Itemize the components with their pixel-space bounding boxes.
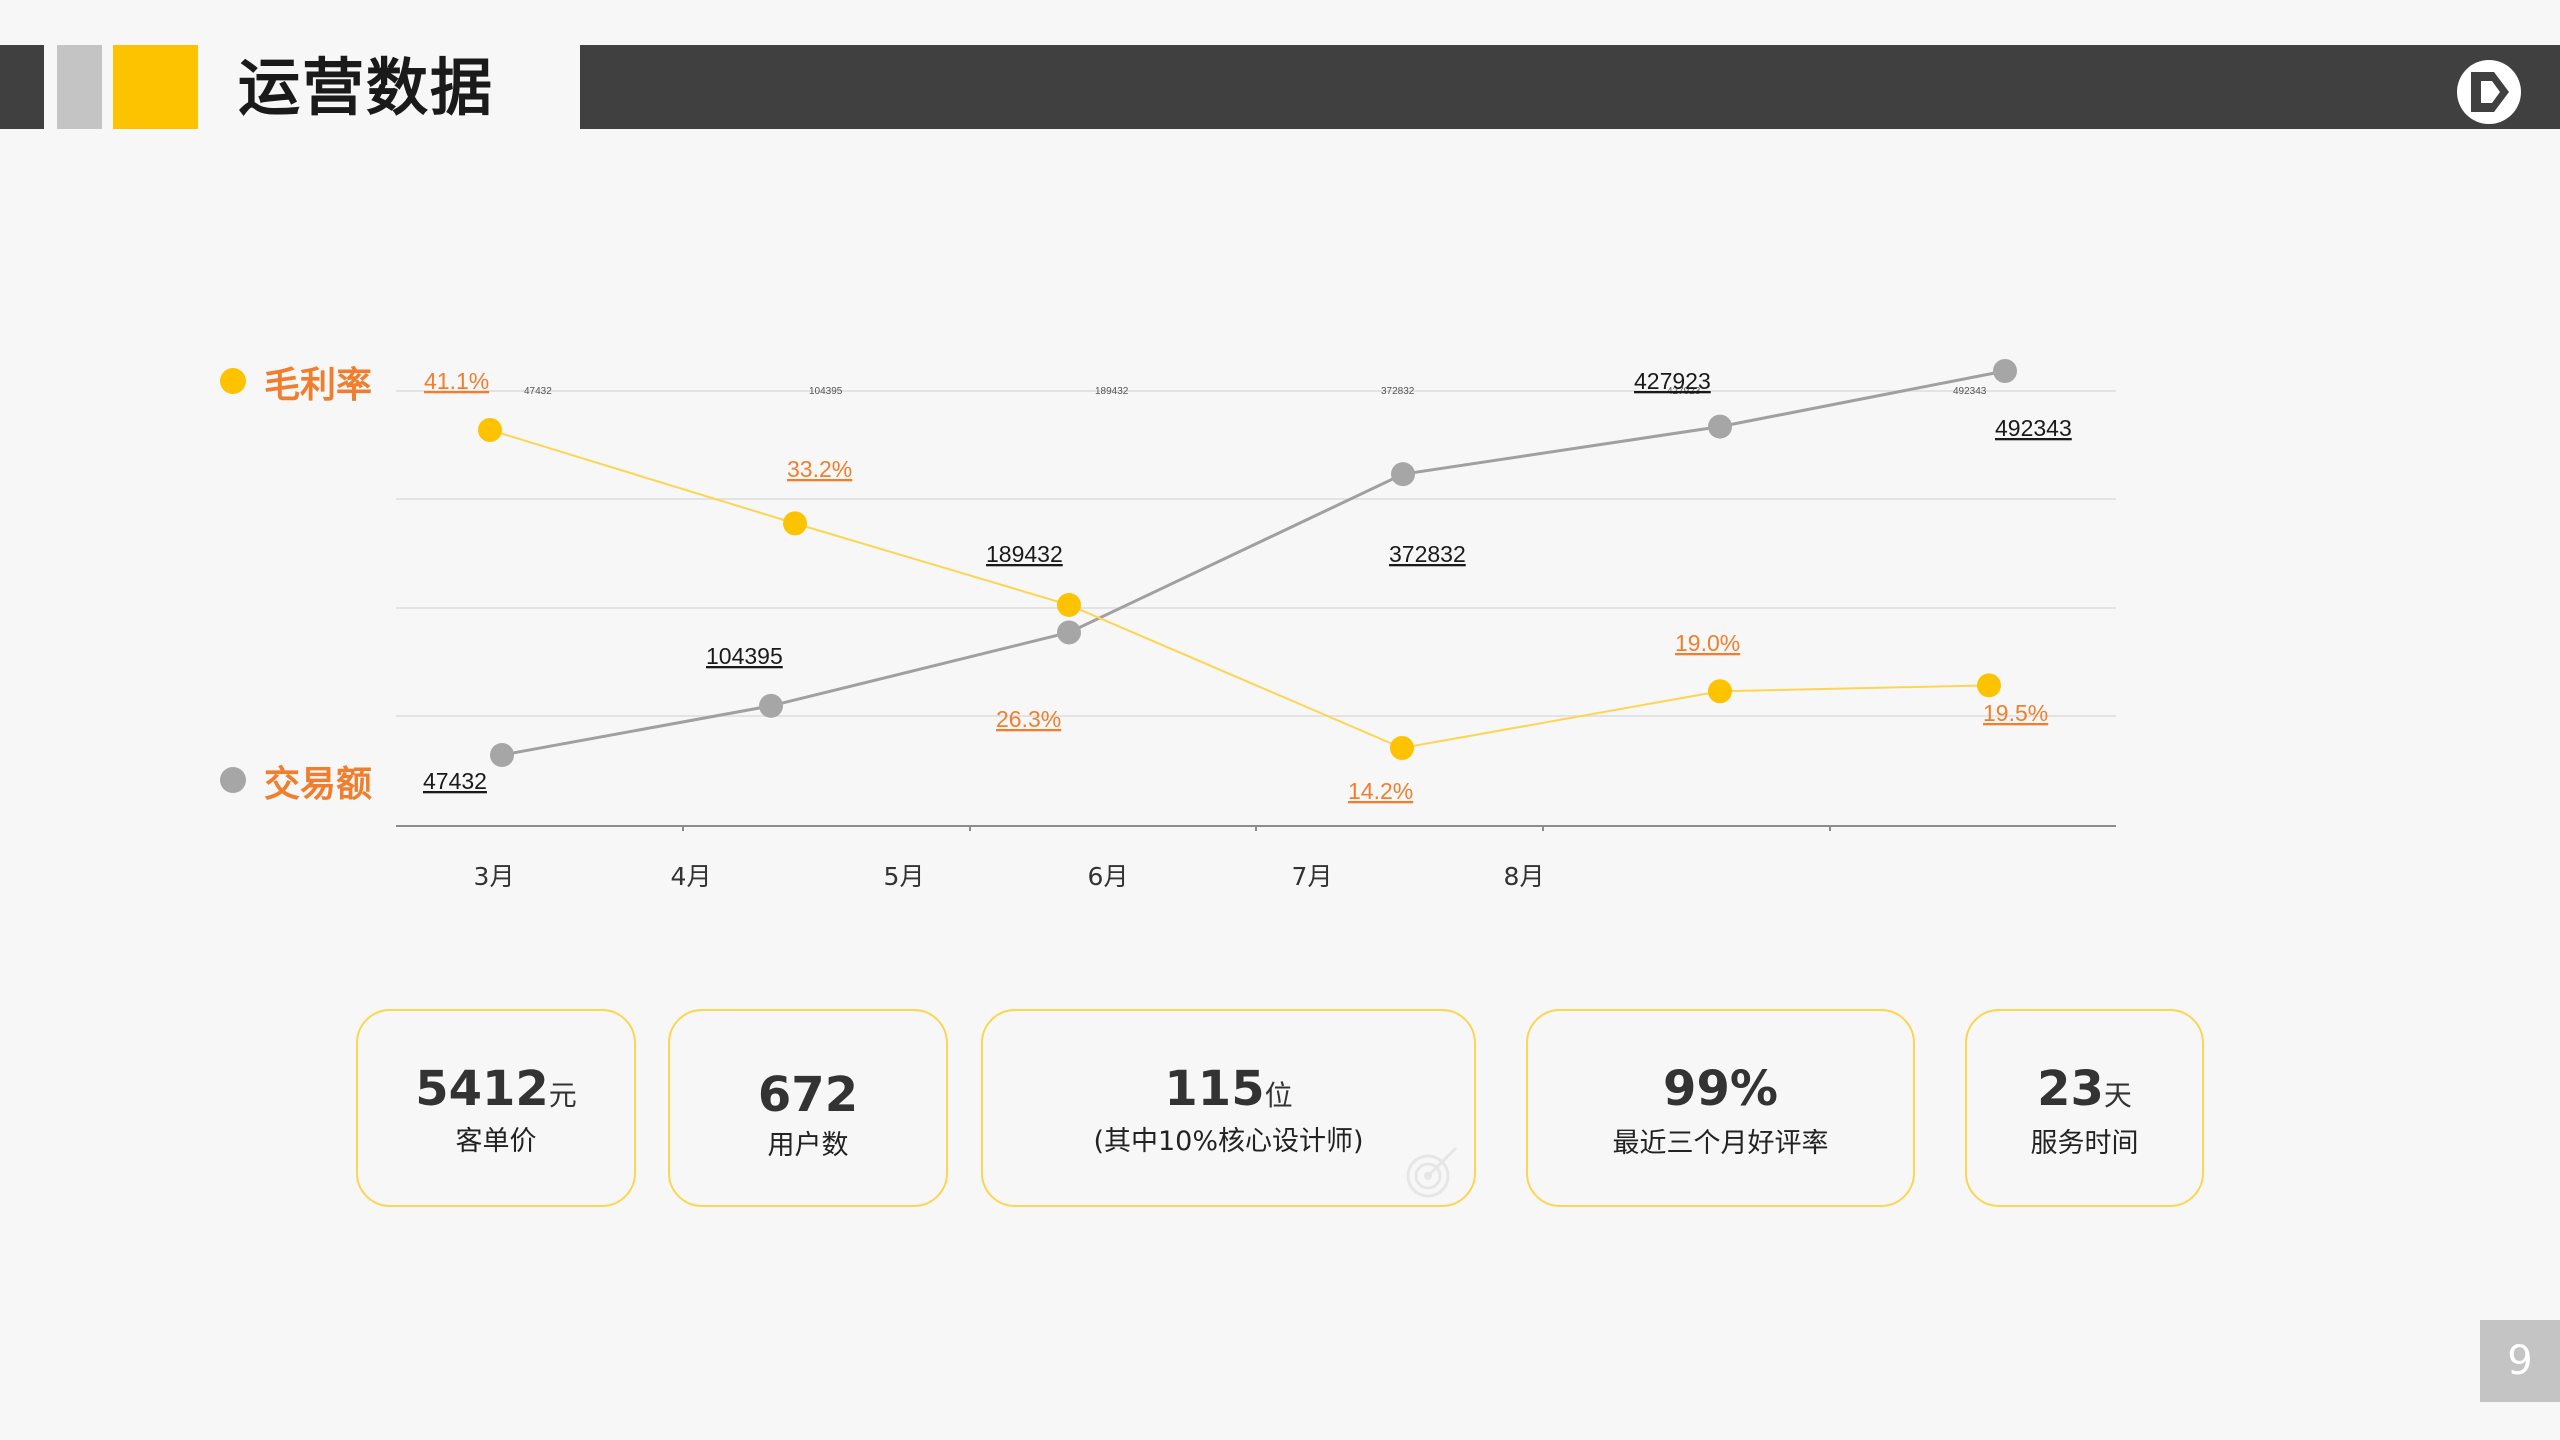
- header-yellow-block: [113, 45, 198, 129]
- volume-point: [759, 693, 783, 718]
- top-value-label: 189432: [1095, 386, 1129, 397]
- stat-value: 5412: [415, 1061, 549, 1117]
- margin-point: [783, 511, 807, 536]
- margin-point: [1057, 592, 1081, 617]
- volume-data-label: 492343: [1995, 415, 2072, 441]
- margin-legend-label: 毛利率: [264, 365, 373, 406]
- x-tick-label: 6月: [1088, 862, 1129, 891]
- stat-label: 客单价: [455, 1126, 537, 1157]
- volume-point: [1708, 414, 1732, 439]
- series-points: [478, 359, 2017, 767]
- margin-data-label: 41.1%: [424, 368, 489, 394]
- d-logo-icon: [2457, 60, 2521, 124]
- volume-series-line: [501, 369, 2006, 757]
- stat-card-days: 23天 服务时间: [1965, 1009, 2204, 1207]
- volume-point: [1057, 620, 1081, 645]
- stat-label: 用户数: [767, 1130, 849, 1161]
- top-value-label: 47432: [524, 386, 552, 397]
- volume-data-label: 104395: [706, 643, 783, 669]
- volume-legend-dot: [220, 767, 246, 793]
- volume-data-label: 47432: [423, 768, 487, 794]
- stat-card-price: 5412元 客单价: [356, 1009, 636, 1207]
- data-labels: 47432 104395 189432 372832 427923 492343 41.1%…: [423, 368, 2072, 804]
- margin-point: [478, 418, 502, 442]
- x-tick-label: 7月: [1292, 862, 1333, 891]
- page-title: 运营数据: [238, 51, 495, 124]
- volume-legend-label: 交易额: [264, 764, 373, 805]
- volume-point: [490, 743, 514, 767]
- x-axis: [396, 825, 2116, 831]
- margin-point: [1708, 679, 1732, 704]
- margin-data-label: 33.2%: [787, 456, 852, 482]
- x-tick-label: 8月: [1504, 862, 1545, 891]
- x-tick-label: 5月: [884, 862, 925, 891]
- volume-point: [1391, 462, 1415, 487]
- stat-value: 23: [2037, 1061, 2104, 1117]
- volume-data-label: 189432: [986, 541, 1063, 567]
- margin-data-label: 19.0%: [1675, 630, 1740, 656]
- margin-point: [1390, 736, 1414, 760]
- top-value-label: 492343: [1953, 386, 1987, 397]
- stat-value: 672: [757, 1067, 859, 1123]
- stat-value: 115: [1164, 1061, 1265, 1117]
- target-icon: [1406, 1146, 1458, 1198]
- volume-point: [1993, 359, 2017, 383]
- stat-label: 服务时间: [2030, 1128, 2139, 1159]
- stat-unit: 天: [2103, 1079, 2132, 1112]
- stat-value: 99%: [1663, 1061, 1778, 1117]
- x-tick-label: 3月: [474, 862, 515, 891]
- stat-card-designers: 115位 (其中10%核心设计师): [981, 1009, 1476, 1207]
- line-chart: 47432 104395 189432 372832 427923 492343 4743…: [396, 359, 2116, 891]
- stat-unit: 位: [1264, 1079, 1293, 1112]
- top-value-label: 427923: [1667, 386, 1701, 397]
- margin-series-line: [489, 429, 1990, 750]
- stat-card-rating: 99% 最近三个月好评率: [1526, 1009, 1915, 1207]
- header-gray-block: [57, 45, 102, 129]
- top-value-label: 104395: [809, 386, 843, 397]
- margin-data-label: 19.5%: [1983, 700, 2048, 726]
- x-tick-labels: 3月 4月 5月 6月 7月 8月: [474, 862, 1545, 891]
- volume-data-label: 372832: [1389, 541, 1466, 567]
- stat-label: 最近三个月好评率: [1612, 1128, 1829, 1159]
- margin-data-label: 14.2%: [1348, 778, 1413, 804]
- page-number: 9: [2480, 1320, 2560, 1402]
- stat-card-users: 672 用户数: [668, 1009, 948, 1207]
- volume-data-label: 427923: [1634, 368, 1711, 394]
- chart-grid: [396, 390, 2116, 717]
- stat-label: (其中10%核心设计师): [1093, 1126, 1364, 1157]
- stat-unit: 元: [548, 1079, 577, 1112]
- margin-point: [1977, 673, 2001, 698]
- margin-data-label: 26.3%: [996, 706, 1061, 732]
- header-left-block: [0, 45, 44, 129]
- series-lines: [489, 369, 2006, 757]
- header-bar: [580, 45, 2560, 129]
- x-tick-label: 4月: [671, 862, 712, 891]
- top-value-labels: 47432 104395 189432 372832 427923 492343: [524, 386, 1987, 397]
- top-value-label: 372832: [1381, 386, 1415, 397]
- margin-legend-dot: [220, 368, 246, 394]
